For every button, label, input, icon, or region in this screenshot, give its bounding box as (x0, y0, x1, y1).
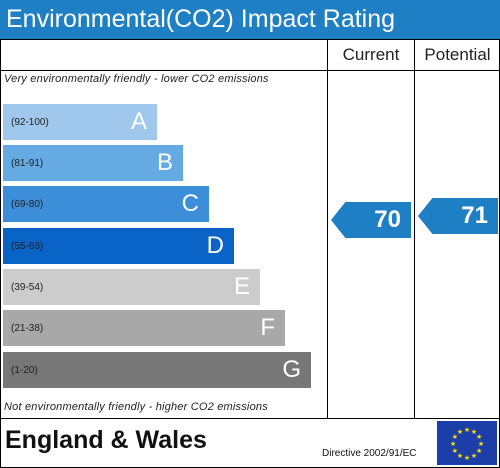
band-range: (55-68) (11, 240, 44, 252)
eu-star-icon: ★ (471, 428, 477, 436)
band-letter: A (130, 108, 147, 135)
eu-star-icon: ★ (457, 428, 463, 436)
eu-star-icon: ★ (450, 440, 456, 448)
current-rating-arrow: 70 (331, 202, 411, 238)
footer-divider (0, 418, 500, 419)
band-b: (81-91) B (3, 145, 183, 181)
eu-star-icon: ★ (478, 440, 484, 448)
band-range: (21-38) (11, 322, 44, 334)
eu-star-icon: ★ (464, 426, 470, 434)
band-letter: C (181, 190, 199, 217)
eu-star-icon: ★ (471, 452, 477, 460)
band-range: (92-100) (11, 116, 49, 128)
band-a: (92-100) A (3, 104, 157, 140)
divider-potential (414, 39, 415, 419)
eu-star-icon: ★ (476, 433, 482, 441)
eu-star-icon: ★ (464, 454, 470, 462)
header-divider (0, 70, 500, 71)
note-bottom: Not environmentally friendly - higher CO… (4, 401, 268, 413)
note-top: Very environmentally friendly - lower CO… (4, 73, 269, 85)
chart-title: Environmental(CO2) Impact Rating (0, 0, 500, 39)
column-header-potential: Potential (424, 45, 491, 64)
footer-region: England & Wales (5, 426, 207, 454)
band-range: (1-20) (11, 364, 38, 376)
eu-flag-icon: ★ ★ ★ ★ ★ ★ ★ ★ ★ ★ ★ ★ (437, 421, 497, 465)
band-letter: G (282, 356, 301, 383)
band-d: (55-68) D (3, 228, 234, 264)
divider-current (327, 39, 328, 419)
band-range: (39-54) (11, 281, 44, 293)
eu-star-icon: ★ (452, 447, 458, 455)
footer-directive: Directive 2002/91/EC (322, 448, 417, 459)
band-c: (69-80) C (3, 186, 209, 222)
band-f: (21-38) F (3, 310, 285, 346)
band-range: (81-91) (11, 157, 44, 169)
eu-star-icon: ★ (476, 447, 482, 455)
column-header-current: Current (342, 45, 400, 64)
band-letter: F (260, 314, 275, 341)
band-g: (1-20) G (3, 352, 311, 388)
eu-star-icon: ★ (452, 433, 458, 441)
eu-star-icon: ★ (457, 452, 463, 460)
band-letter: E (233, 273, 250, 300)
band-range: (69-80) (11, 198, 44, 210)
potential-rating-arrow: 71 (418, 198, 498, 234)
band-letter: D (206, 232, 224, 259)
band-e: (39-54) E (3, 269, 260, 305)
band-letter: B (156, 149, 173, 176)
